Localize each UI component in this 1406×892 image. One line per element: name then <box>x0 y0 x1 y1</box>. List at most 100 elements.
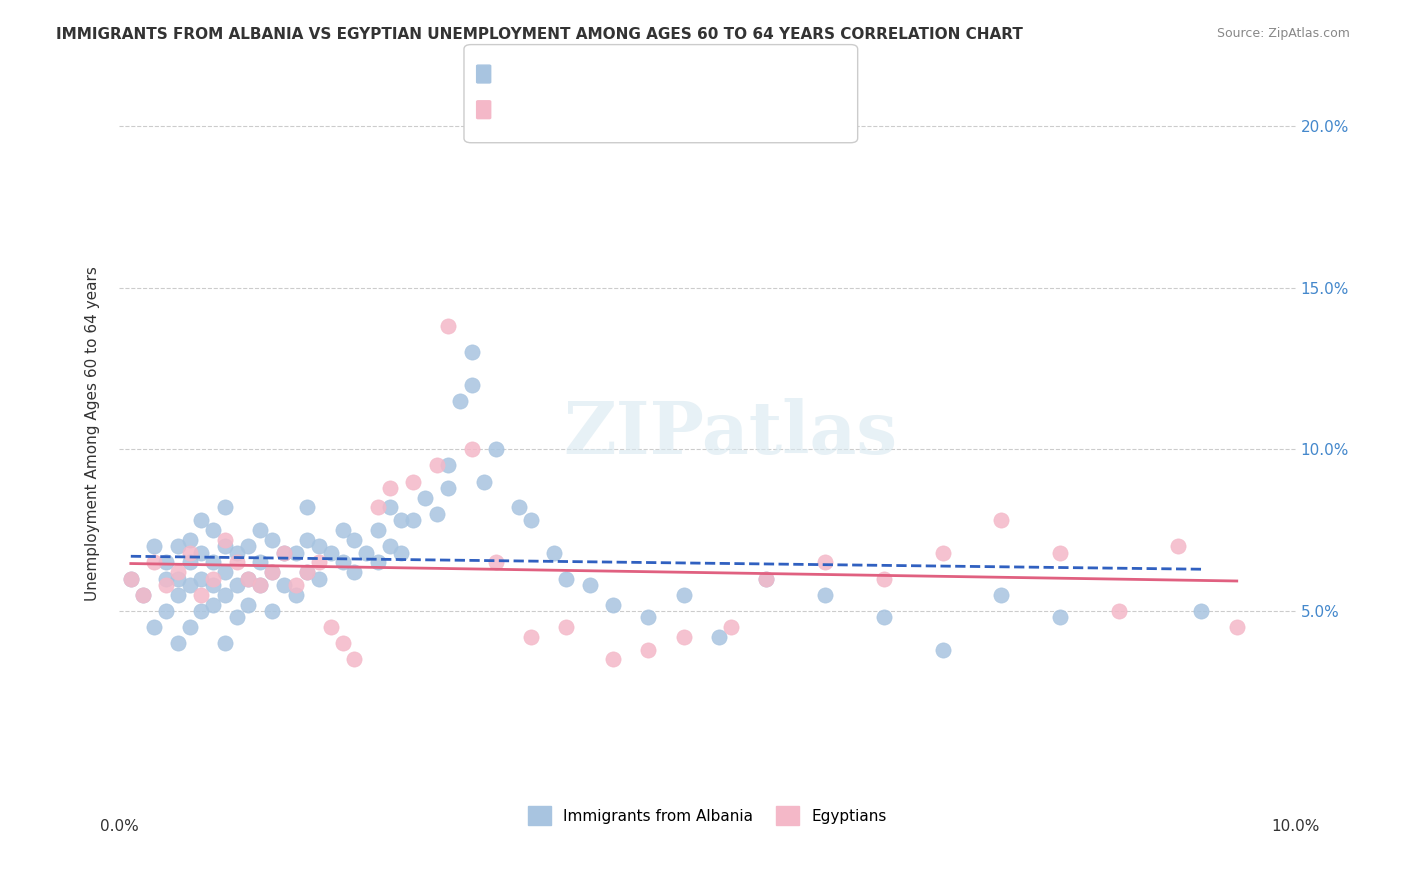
Point <box>1226 620 1249 634</box>
Text: 0.0%: 0.0% <box>100 819 138 834</box>
Point <box>167 565 190 579</box>
Point <box>190 588 212 602</box>
Point <box>378 500 401 515</box>
Point <box>143 539 166 553</box>
Point <box>413 491 436 505</box>
Text: 42: 42 <box>640 100 664 118</box>
Point <box>190 513 212 527</box>
Point <box>155 578 177 592</box>
Point <box>332 636 354 650</box>
Point <box>354 546 377 560</box>
Point <box>238 572 260 586</box>
Text: 0.171: 0.171 <box>537 64 589 82</box>
Point <box>167 539 190 553</box>
Legend: Immigrants from Albania, Egyptians: Immigrants from Albania, Egyptians <box>522 800 893 831</box>
Point <box>190 546 212 560</box>
Point <box>120 572 142 586</box>
Point <box>873 572 896 586</box>
Point <box>297 565 319 579</box>
Point <box>120 572 142 586</box>
Point <box>179 533 201 547</box>
Point <box>602 598 624 612</box>
Point <box>555 572 578 586</box>
Point <box>1108 604 1130 618</box>
Point <box>238 598 260 612</box>
Point <box>225 546 247 560</box>
Point <box>555 620 578 634</box>
Point <box>402 513 425 527</box>
Point <box>343 533 366 547</box>
Point <box>1167 539 1189 553</box>
Point <box>155 604 177 618</box>
Point <box>249 578 271 592</box>
Point <box>260 604 283 618</box>
Point <box>190 572 212 586</box>
Point <box>214 565 236 579</box>
Text: ZIPatlas: ZIPatlas <box>564 398 898 468</box>
Point <box>167 572 190 586</box>
Point <box>814 588 837 602</box>
Point <box>155 556 177 570</box>
Point <box>814 556 837 570</box>
Text: 0.076: 0.076 <box>537 100 589 118</box>
Point <box>131 588 153 602</box>
Point <box>214 533 236 547</box>
Text: N =: N = <box>598 66 631 80</box>
Text: 87: 87 <box>640 64 662 82</box>
Point <box>990 513 1012 527</box>
Point <box>202 572 225 586</box>
Point <box>461 377 484 392</box>
Point <box>143 556 166 570</box>
Point <box>672 588 695 602</box>
Point <box>249 523 271 537</box>
Point <box>472 475 495 489</box>
Text: Source: ZipAtlas.com: Source: ZipAtlas.com <box>1216 27 1350 40</box>
Point <box>225 610 247 624</box>
Point <box>284 578 307 592</box>
Point <box>179 556 201 570</box>
Point <box>260 565 283 579</box>
Point <box>602 652 624 666</box>
Point <box>755 572 778 586</box>
Point <box>332 556 354 570</box>
Point <box>284 546 307 560</box>
Point <box>238 539 260 553</box>
Point <box>308 556 330 570</box>
Text: R =: R = <box>492 66 526 80</box>
Point <box>484 442 506 457</box>
Point <box>873 610 896 624</box>
Point <box>273 546 295 560</box>
Point <box>225 578 247 592</box>
Point <box>297 565 319 579</box>
Point <box>672 630 695 644</box>
Point <box>297 533 319 547</box>
Point <box>461 442 484 457</box>
Point <box>319 620 342 634</box>
Point <box>990 588 1012 602</box>
Point <box>437 319 460 334</box>
Point <box>378 481 401 495</box>
Point <box>238 572 260 586</box>
Point <box>143 620 166 634</box>
Point <box>426 458 449 473</box>
Point <box>343 565 366 579</box>
Point <box>308 572 330 586</box>
Point <box>167 588 190 602</box>
Point <box>520 513 543 527</box>
Point <box>461 345 484 359</box>
Text: R =: R = <box>492 102 526 116</box>
Point <box>308 539 330 553</box>
Point <box>297 500 319 515</box>
Point <box>273 546 295 560</box>
Point <box>179 620 201 634</box>
Point <box>437 481 460 495</box>
Point <box>484 556 506 570</box>
Point <box>931 546 953 560</box>
Point <box>367 556 389 570</box>
Point <box>1049 610 1071 624</box>
Point <box>155 572 177 586</box>
Point <box>249 556 271 570</box>
Point <box>402 475 425 489</box>
Point <box>202 523 225 537</box>
Point <box>520 630 543 644</box>
